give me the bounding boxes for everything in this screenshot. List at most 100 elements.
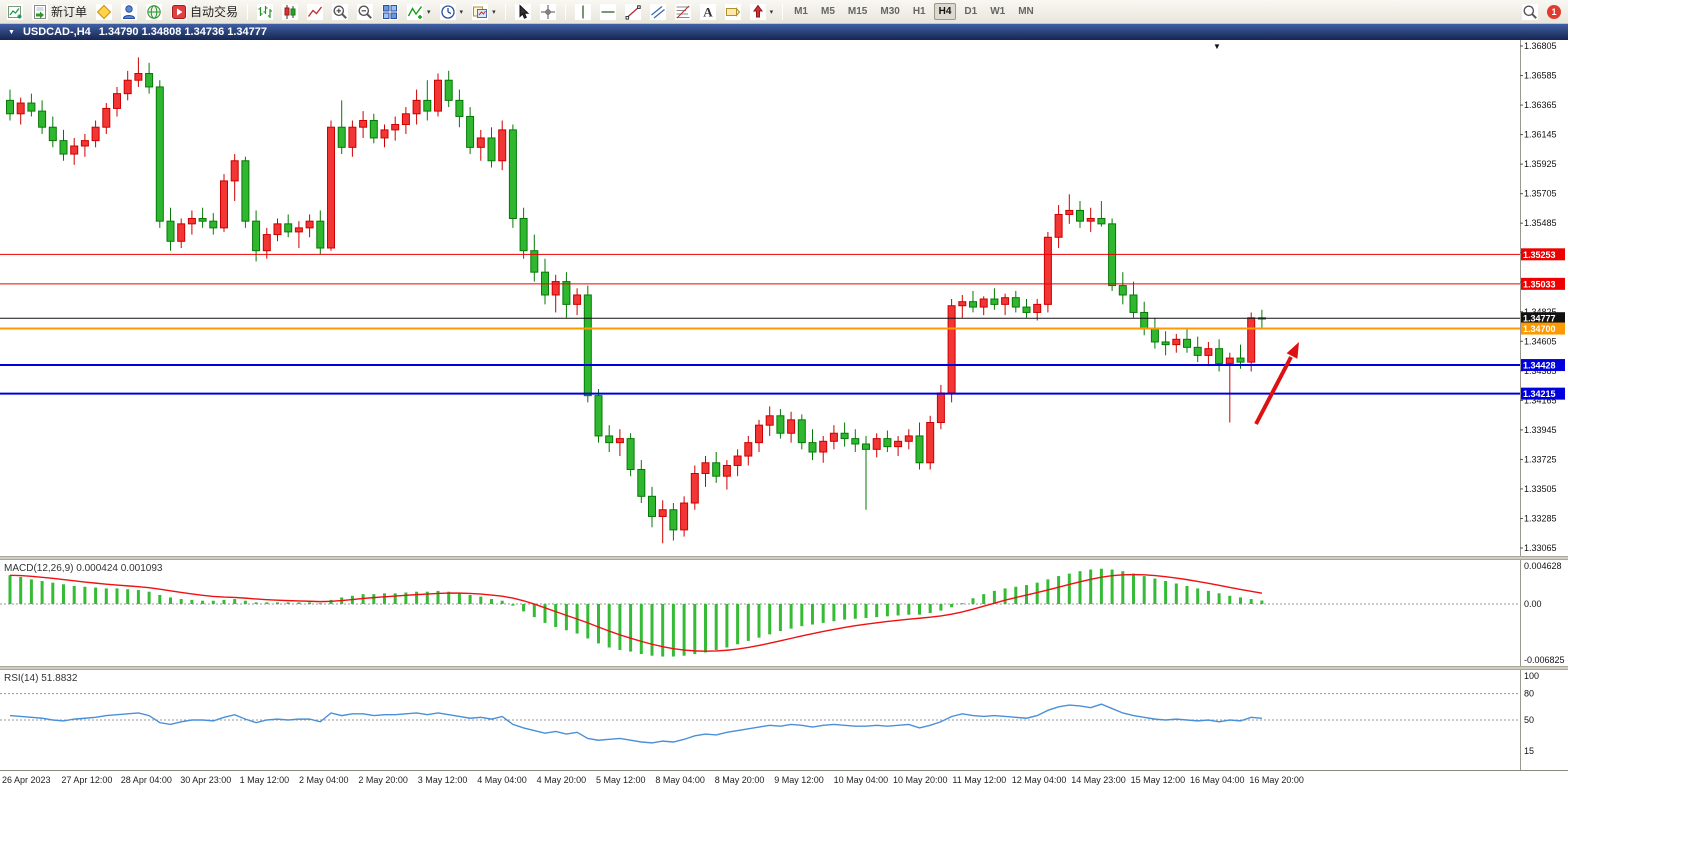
periods-button[interactable]: ▾ (436, 2, 468, 22)
candle (583, 285, 592, 403)
candle (765, 406, 774, 436)
new-order-button[interactable]: 新订单 (28, 2, 91, 22)
candlestick-chart-button[interactable] (278, 2, 302, 22)
time-axis[interactable]: 26 Apr 2023 27 Apr 12:00 28 Apr 04:00 30 Ap… (0, 770, 1568, 789)
notification-badge[interactable]: 1 (1547, 4, 1561, 19)
hline-icon (599, 3, 616, 20)
price-tick-label: 1.34825 (1524, 307, 1557, 317)
crosshair-icon (539, 3, 556, 20)
candle (519, 207, 528, 259)
macd-signal-line (9, 573, 1263, 652)
trend-arrow-annotation[interactable] (1254, 342, 1299, 425)
fibonacci-button[interactable] (671, 2, 695, 22)
candle (1183, 328, 1191, 353)
candle (241, 156, 250, 228)
shapes-button[interactable]: ▾ (746, 2, 778, 22)
zoom-in-button[interactable] (328, 2, 352, 22)
arrows-icon (749, 3, 766, 20)
price-tick-label: 1.33505 (1524, 484, 1557, 494)
horizontal-line-button[interactable] (596, 2, 620, 22)
line-chart-button[interactable] (303, 2, 327, 22)
search-button[interactable] (1518, 2, 1542, 22)
timeframe-button-m1[interactable]: M1 (789, 3, 813, 20)
line-icon (307, 3, 324, 20)
candle (273, 218, 282, 242)
candle (123, 70, 132, 101)
timeframe-button-mn[interactable]: MN (1013, 3, 1039, 20)
candle (187, 210, 196, 235)
toolbar-separator (782, 3, 784, 20)
candle (508, 124, 517, 228)
candle (1033, 299, 1042, 321)
window-dropdown-icon[interactable]: ▼ (8, 28, 15, 36)
candle (155, 80, 164, 228)
trendline-button[interactable] (621, 2, 645, 22)
tile-windows-button[interactable] (378, 2, 402, 22)
dropdown-caret-icon: ▾ (459, 8, 464, 16)
vertical-line-button[interactable] (571, 2, 595, 22)
channel-button[interactable] (646, 2, 670, 22)
indicators-button[interactable]: ▾ (403, 2, 435, 22)
candle (1001, 293, 1010, 316)
timeframe-button-w1[interactable]: W1 (985, 3, 1010, 20)
templates-button[interactable]: ▾ (468, 2, 500, 22)
text-icon: A (699, 3, 716, 20)
price-badge: 1.35033 (1521, 277, 1565, 290)
candle (102, 103, 111, 134)
candle (701, 456, 710, 487)
timeframe-button-d1[interactable]: D1 (959, 3, 982, 20)
candle (904, 429, 913, 450)
timeframe-button-m30[interactable]: M30 (875, 3, 904, 20)
candle (1247, 312, 1256, 372)
profile-button[interactable] (117, 2, 141, 22)
diamond-icon (96, 3, 113, 20)
candle (605, 425, 614, 453)
time-label: 4 May 04:00 (477, 775, 527, 785)
timeframe-button-m15[interactable]: M15 (843, 3, 872, 20)
autotrading-button[interactable]: 自动交易 (167, 2, 242, 22)
svg-text:1.35253: 1.35253 (1523, 250, 1556, 260)
community-button[interactable] (142, 2, 166, 22)
candle (787, 411, 796, 443)
candle (637, 460, 646, 504)
timeframe-button-h4[interactable]: H4 (933, 3, 957, 20)
candle (444, 70, 453, 108)
timeframe-button-h1[interactable]: H1 (908, 3, 931, 20)
price-tick-label: 1.35925 (1524, 159, 1557, 169)
candle (16, 97, 25, 125)
time-label: 14 May 23:00 (1071, 775, 1126, 785)
macd-panel[interactable]: MACD(12,26,9) 0.000424 0.001093 0.004628 0… (0, 560, 1568, 666)
price-tick-label: 1.35485 (1524, 218, 1557, 228)
price-tick-label: 1.36365 (1524, 100, 1557, 110)
candle (230, 154, 239, 202)
panel-divider[interactable] (0, 556, 1568, 560)
dropdown-caret-icon: ▾ (427, 8, 431, 16)
channel-icon (649, 3, 666, 20)
metaquotes-button[interactable] (92, 2, 116, 22)
label-button[interactable] (721, 2, 745, 22)
crosshair-button[interactable] (536, 2, 560, 22)
bar-chart-button[interactable] (253, 2, 277, 22)
candle (38, 100, 47, 134)
panel-divider[interactable] (0, 666, 1568, 670)
new-chart-button[interactable] (3, 2, 27, 22)
text-button[interactable]: A (696, 2, 720, 22)
price-tick-label: 1.36585 (1524, 71, 1557, 81)
timeframe-button-m5[interactable]: M5 (816, 3, 840, 20)
candle (198, 207, 207, 228)
rsi-panel[interactable]: RSI(14) 51.8832 100 80 50 15 (0, 670, 1568, 770)
candle (658, 500, 667, 544)
clock-icon (439, 3, 456, 20)
zoom-out-button[interactable] (353, 2, 377, 22)
candlestick-chart[interactable]: 1.36805 1.36585 1.36365 1.36145 1.35925 1.357… (0, 40, 1568, 556)
candle (883, 430, 892, 453)
time-label: 15 May 12:00 (1130, 775, 1186, 785)
chart-plus-icon (7, 3, 23, 20)
candle (177, 218, 186, 249)
price-badge: 1.34428 (1521, 359, 1565, 372)
candle (498, 120, 507, 171)
price-tick-label: 1.33725 (1524, 454, 1557, 464)
cursor-button[interactable] (511, 2, 535, 22)
candle (316, 210, 325, 255)
candle (455, 89, 464, 128)
